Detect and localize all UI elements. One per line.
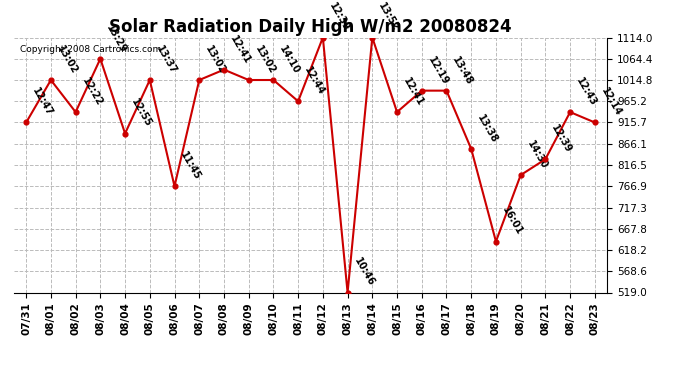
- Point: [268, 77, 279, 83]
- Text: 10:46: 10:46: [352, 256, 376, 288]
- Point: [293, 98, 304, 104]
- Point: [441, 88, 452, 94]
- Text: 12:14: 12:14: [599, 87, 623, 118]
- Text: 12:41: 12:41: [228, 34, 253, 66]
- Point: [95, 56, 106, 62]
- Point: [144, 77, 155, 83]
- Text: Copyright 2008 Cartronics.com: Copyright 2008 Cartronics.com: [20, 45, 161, 54]
- Point: [491, 238, 502, 244]
- Point: [219, 67, 230, 73]
- Text: 12:22: 12:22: [80, 76, 104, 108]
- Point: [391, 109, 402, 115]
- Text: 12:44: 12:44: [302, 65, 326, 97]
- Text: 13:02: 13:02: [253, 44, 277, 76]
- Point: [515, 172, 526, 178]
- Text: 12:43: 12:43: [574, 76, 598, 108]
- Text: 12:41: 12:41: [401, 76, 425, 108]
- Text: 12:39: 12:39: [549, 123, 573, 155]
- Point: [317, 34, 328, 40]
- Point: [46, 77, 57, 83]
- Point: [540, 156, 551, 162]
- Text: 12:55: 12:55: [129, 98, 153, 129]
- Point: [564, 109, 575, 115]
- Text: 11:45: 11:45: [179, 150, 203, 182]
- Text: 13:02: 13:02: [204, 44, 228, 76]
- Text: 13:38: 13:38: [475, 113, 500, 145]
- Point: [367, 34, 378, 40]
- Text: 12:47: 12:47: [30, 87, 55, 118]
- Text: 12:19: 12:19: [426, 55, 450, 87]
- Point: [416, 88, 427, 94]
- Point: [589, 120, 600, 126]
- Text: 12:39: 12:39: [327, 2, 351, 33]
- Text: 16:01: 16:01: [500, 206, 524, 237]
- Text: 13:29: 13:29: [104, 23, 128, 55]
- Point: [194, 77, 205, 83]
- Text: 14:30: 14:30: [525, 139, 549, 171]
- Text: 13:02: 13:02: [55, 44, 79, 76]
- Point: [169, 183, 180, 189]
- Text: 13:48: 13:48: [451, 54, 475, 87]
- Title: Solar Radiation Daily High W/m2 20080824: Solar Radiation Daily High W/m2 20080824: [109, 18, 512, 36]
- Point: [70, 109, 81, 115]
- Point: [21, 120, 32, 126]
- Text: 14:10: 14:10: [277, 44, 302, 76]
- Text: 13:52: 13:52: [377, 2, 401, 33]
- Point: [243, 77, 254, 83]
- Point: [466, 146, 477, 152]
- Text: 13:37: 13:37: [154, 44, 178, 76]
- Point: [119, 130, 130, 136]
- Point: [342, 290, 353, 296]
